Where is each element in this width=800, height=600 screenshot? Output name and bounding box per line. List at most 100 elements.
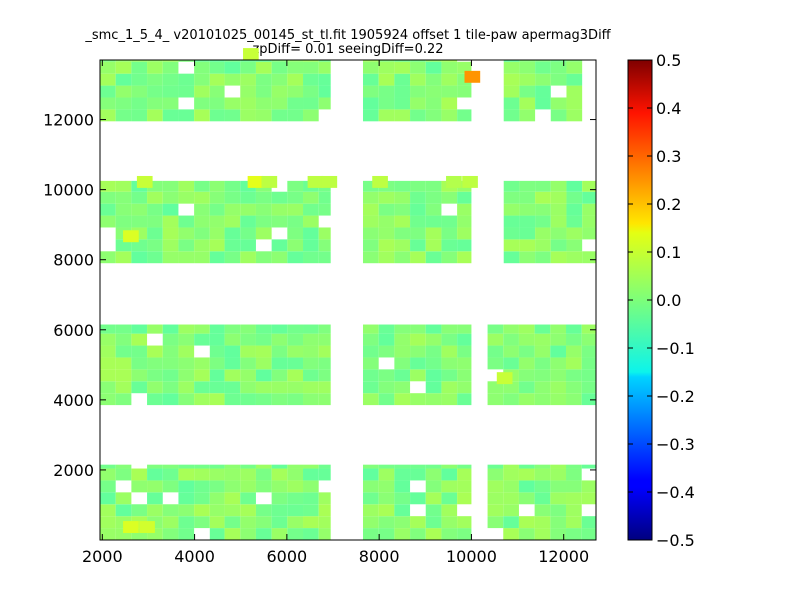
- heatmap-cell: [425, 504, 442, 517]
- heatmap-cell: [100, 203, 116, 216]
- heatmap-cell: [209, 85, 225, 98]
- heatmap-cell: [178, 239, 195, 252]
- heatmap-cell: [131, 480, 148, 493]
- heatmap-cell: [255, 73, 272, 86]
- heatmap-cell: [255, 227, 272, 240]
- heatmap-cell: [394, 227, 411, 240]
- heatmap-cell: [209, 393, 225, 406]
- heatmap-cell: [534, 393, 551, 406]
- heatmap-cell: [566, 60, 583, 62]
- heatmap-cell: [518, 492, 535, 505]
- heatmap-cell: [410, 492, 426, 505]
- heatmap-cell: [224, 492, 241, 505]
- heatmap-cell: [362, 215, 379, 228]
- heatmap-cell: [487, 492, 504, 505]
- heatmap-cell: [224, 227, 241, 240]
- heatmap-cell: [255, 60, 272, 62]
- heatmap-cell: [503, 345, 519, 358]
- heatmap-cell: [441, 85, 458, 98]
- heatmap-cell: [209, 239, 225, 252]
- heatmap-cell: [394, 504, 411, 517]
- heatmap-cell: [287, 492, 304, 505]
- heatmap-cell: [425, 215, 442, 228]
- heatmap-cell: [581, 464, 596, 469]
- heatmap-cell: [519, 191, 536, 204]
- heatmap-cell: [255, 324, 272, 334]
- heatmap-cell: [287, 227, 304, 240]
- heatmap-cell: [303, 464, 319, 469]
- heatmap-cell: [425, 61, 442, 74]
- heatmap-cell: [303, 97, 319, 110]
- heatmap-cell: [209, 333, 225, 346]
- heatmap-cell: [362, 393, 379, 406]
- heatmap-cell: [209, 191, 225, 204]
- heatmap-cell: [534, 333, 551, 346]
- heatmap-cell: [378, 528, 395, 540]
- colorbar-tick-label: −0.3: [656, 435, 695, 454]
- heatmap-cell: [441, 251, 458, 264]
- heatmap-cell: [162, 73, 179, 86]
- heatmap-cell: [178, 369, 195, 382]
- heatmap-cell: [209, 215, 225, 228]
- heatmap-cell: [255, 61, 272, 74]
- heatmap-cell: [457, 492, 472, 505]
- heatmap-cell: [362, 191, 379, 204]
- heatmap-cell: [303, 60, 319, 62]
- heatmap-cell: [457, 369, 472, 382]
- heatmap-cell: [162, 203, 179, 216]
- heatmap-cell: [566, 73, 583, 86]
- heatmap-cell: [271, 73, 288, 86]
- heatmap-cell: [194, 369, 210, 382]
- colorbar-tick-label: 0.4: [656, 99, 681, 118]
- heatmap-cell: [131, 251, 148, 264]
- heatmap-cell: [271, 203, 288, 216]
- heatmap-cell: [457, 393, 472, 406]
- colorbar-tick-label: −0.2: [656, 387, 695, 406]
- x-tick-label: 8000: [359, 547, 400, 566]
- heatmap-cell: [550, 516, 567, 529]
- heatmap-cell: [147, 492, 163, 505]
- heatmap-cell: [503, 85, 520, 98]
- heatmap-cell: [271, 464, 288, 469]
- heatmap-cell: [394, 97, 411, 110]
- heatmap-cell: [581, 381, 596, 394]
- heatmap-cell: [287, 464, 304, 469]
- heatmap-cell: [131, 109, 148, 122]
- heatmap-cell: [255, 215, 272, 228]
- heatmap-cell: [287, 191, 304, 204]
- heatmap-cell: [100, 215, 116, 228]
- heatmap-cell: [147, 61, 163, 74]
- heatmap-cell: [318, 528, 331, 540]
- heatmap-cell: [581, 492, 596, 505]
- heatmap-cell: [224, 180, 241, 192]
- heatmap-cell: [318, 492, 331, 505]
- heatmap-cell: [224, 191, 241, 204]
- heatmap-cell: [487, 516, 504, 529]
- heatmap-cell: [100, 324, 116, 334]
- heatmap-cell: [271, 468, 288, 481]
- heatmap-cell: [131, 468, 148, 481]
- heatmap-cell: [550, 492, 567, 505]
- heatmap-cell: [410, 369, 426, 382]
- heatmap-cell: [362, 227, 379, 240]
- heatmap-cell: [550, 109, 567, 122]
- heatmap-cell: [147, 180, 163, 192]
- heatmap-cell: [362, 468, 379, 481]
- heatmap-cell: [457, 345, 472, 358]
- heatmap-cell: [410, 85, 426, 98]
- heatmap-cell: [194, 464, 210, 469]
- heatmap-cell: [487, 468, 504, 481]
- heatmap-cell: [362, 85, 379, 98]
- heatmap-highlight-cell: [446, 175, 462, 188]
- chart-title-line-1: _smc_1_5_4_ v20101025_00145_st_tl.fit 19…: [84, 28, 611, 43]
- y-tick-label: 10000: [43, 181, 94, 200]
- heatmap-cell: [147, 239, 163, 252]
- heatmap-cell: [178, 480, 195, 493]
- heatmap-cell: [378, 251, 395, 264]
- heatmap-cell: [581, 369, 596, 382]
- heatmap-cell: [147, 393, 163, 406]
- heatmap-cell: [378, 203, 395, 216]
- heatmap-cell: [100, 357, 116, 370]
- heatmap-cell: [534, 381, 551, 394]
- heatmap-cell: [255, 464, 272, 469]
